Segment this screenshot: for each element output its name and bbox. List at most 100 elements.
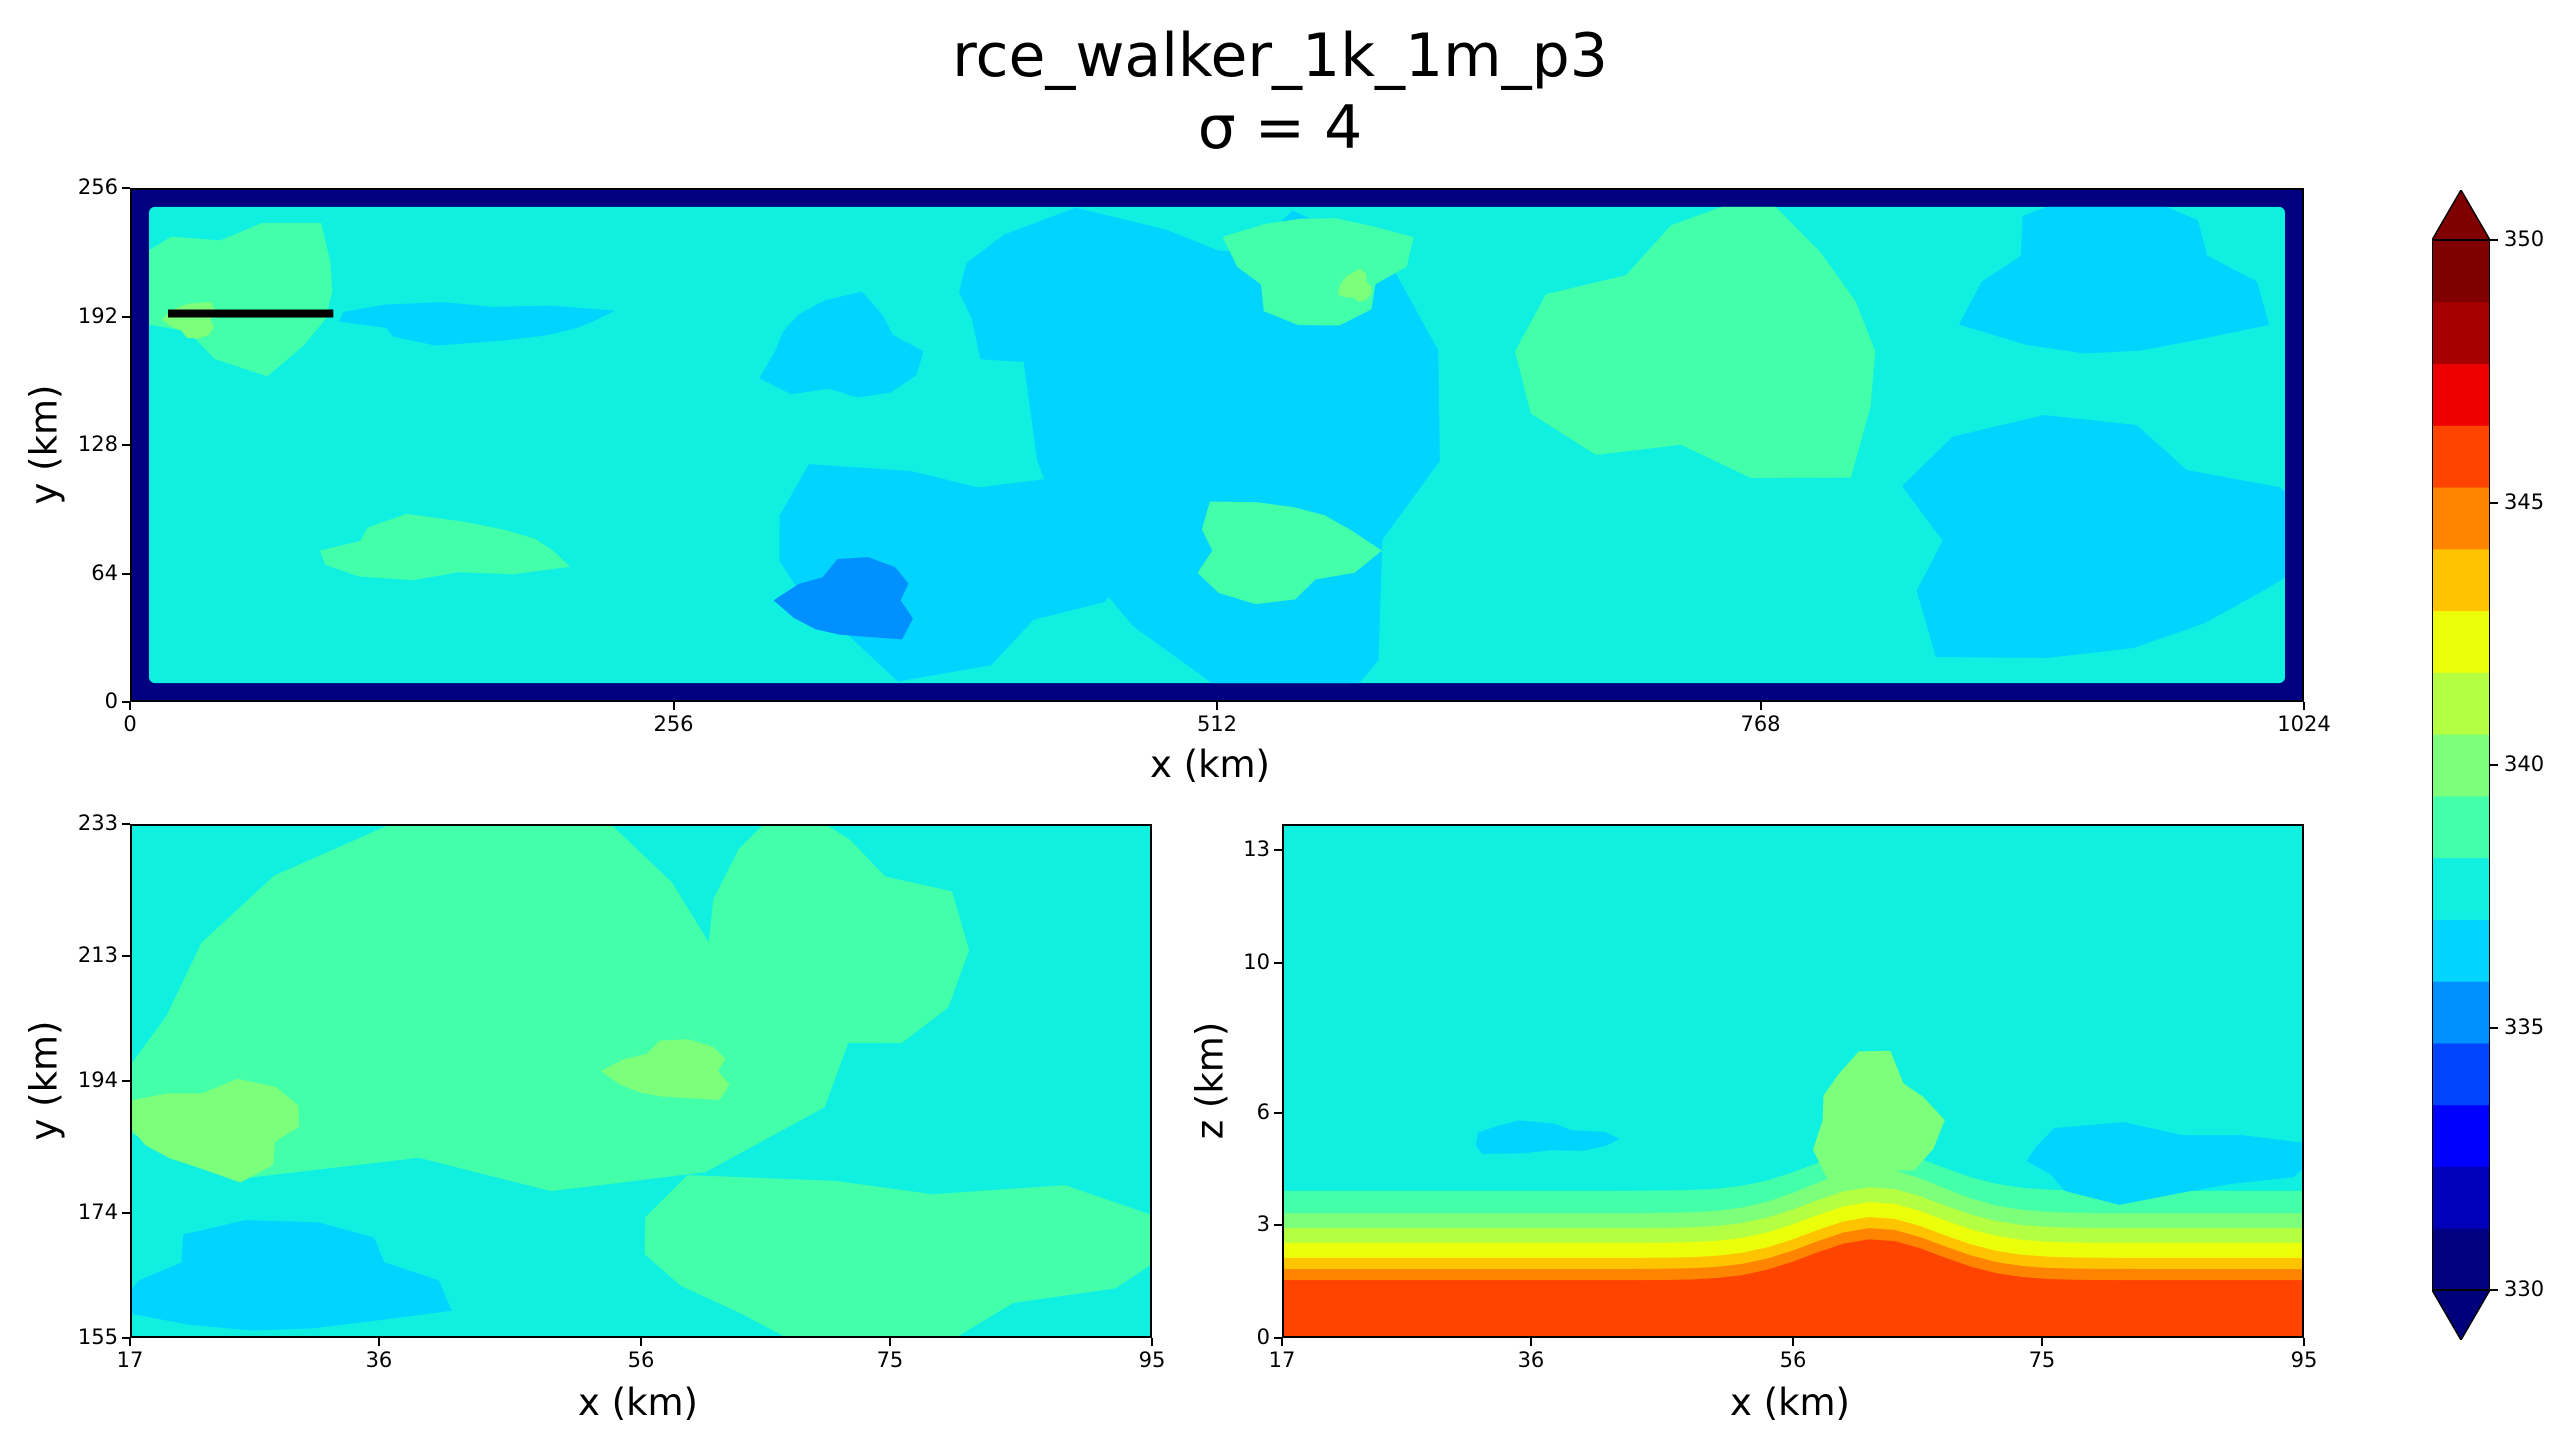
y-tick-label: 0	[1256, 1325, 1270, 1349]
top-map-xlabel: x (km)	[1150, 743, 1270, 786]
colorbar-swatch	[2432, 610, 2490, 673]
colorbar-swatch	[2432, 1042, 2490, 1106]
colorbar-tick-mark	[2490, 764, 2498, 766]
x-tick-label: 36	[365, 1348, 393, 1372]
x-tick-mark	[1281, 1338, 1283, 1346]
contour-region	[132, 826, 859, 1192]
contour-regions	[132, 826, 1150, 1336]
y-tick-label: 13	[1243, 837, 1270, 862]
x-tick-mark	[640, 1338, 642, 1346]
contour-region	[708, 826, 970, 1083]
x-tick-label: 512	[1196, 712, 1238, 736]
colorbar-swatch	[2432, 301, 2490, 365]
y-tick-mark	[122, 954, 130, 957]
colorbar-swatch	[2432, 1166, 2490, 1229]
y-tick-mark	[122, 315, 130, 318]
figure-subtitle: σ = 4	[1197, 93, 1363, 163]
contour-region	[132, 1220, 452, 1331]
x-tick-label: 95	[1138, 1348, 1166, 1372]
contour-region	[1902, 415, 2286, 659]
y-tick-label: 213	[77, 942, 118, 967]
y-tick-mark	[122, 1080, 130, 1082]
y-tick-label: 194	[77, 1068, 118, 1092]
x-tick-mark	[129, 1338, 131, 1346]
y-tick-mark	[122, 444, 130, 446]
colorbar-tick-label: 340	[2504, 752, 2545, 776]
x-tick-label: 75	[2028, 1348, 2056, 1372]
colorbar-tick-label: 345	[2504, 489, 2545, 514]
y-tick-label: 6	[1256, 1099, 1270, 1124]
colorbar-under-arrow	[2432, 1289, 2490, 1340]
x-tick-mark	[1759, 702, 1762, 710]
xs-upper-layer	[1284, 826, 2302, 1098]
y-tick-mark	[1274, 1337, 1282, 1339]
x-tick-mark	[129, 702, 131, 710]
y-tick-label: 233	[77, 811, 118, 835]
colorbar-swatch	[2432, 1228, 2490, 1291]
colorbar-tick-mark	[2490, 501, 2498, 504]
colorbar-swatch	[2432, 487, 2490, 550]
x-tick-label: 75	[876, 1348, 904, 1372]
top-map-ylabel: y (km)	[22, 384, 66, 505]
contour-region	[338, 302, 616, 346]
cross-section-ylabel: z (km)	[1188, 1021, 1232, 1140]
y-tick-mark	[1274, 1111, 1282, 1114]
x-tick-label: 17	[1268, 1348, 1296, 1372]
xs-core	[1475, 1120, 1620, 1154]
contour-region	[1337, 268, 1372, 303]
y-tick-label: 0	[104, 689, 118, 713]
x-tick-label: 768	[1740, 712, 1781, 736]
y-tick-mark	[122, 701, 130, 703]
contour-region	[644, 1175, 1150, 1336]
colorbar	[2432, 190, 2490, 1340]
zoom-map-ylabel: y (km)	[22, 1020, 66, 1141]
colorbar-tick-mark	[2490, 239, 2498, 241]
colorbar-tick-label: 330	[2504, 1277, 2545, 1301]
y-tick-label: 128	[77, 432, 118, 456]
figure-title: rce_walker_1k_1m_p3	[952, 21, 1608, 91]
y-tick-label: 174	[77, 1199, 118, 1224]
y-tick-mark	[1274, 849, 1282, 852]
y-tick-label: 192	[77, 303, 118, 328]
x-tick-label: 95	[2290, 1348, 2318, 1372]
colorbar-swatch	[2432, 981, 2490, 1044]
colorbar-swatch	[2432, 240, 2490, 303]
contour-region	[773, 557, 913, 640]
zoom-map-xlabel: x (km)	[578, 1381, 698, 1424]
x-tick-label: 1024	[2277, 712, 2331, 736]
x-tick-mark	[2303, 702, 2305, 710]
x-tick-label: 56	[627, 1348, 655, 1372]
colorbar-swatch	[2432, 548, 2490, 612]
colorbar-tick-mark	[2490, 1289, 2498, 1291]
x-tick-mark	[1151, 1338, 1153, 1346]
contour-region	[132, 1078, 300, 1183]
colorbar-swatch	[2432, 734, 2490, 797]
zoom-map-panel	[130, 824, 1152, 1338]
x-tick-mark	[672, 702, 675, 710]
colorbar-swatch	[2432, 857, 2490, 920]
colorbar-tick-label: 335	[2504, 1014, 2545, 1039]
y-tick-mark	[1274, 961, 1282, 964]
x-tick-mark	[888, 1338, 891, 1346]
contour-region	[600, 1039, 730, 1100]
y-tick-label: 3	[1256, 1212, 1270, 1237]
x-tick-mark	[2303, 1338, 2305, 1346]
colorbar-over-arrow	[2432, 190, 2490, 241]
contour-regions	[148, 206, 2286, 684]
y-tick-label: 155	[77, 1325, 118, 1349]
x-tick-mark	[1529, 1338, 1532, 1346]
x-tick-label: 256	[653, 712, 694, 736]
colorbar-swatch	[2432, 363, 2490, 426]
x-tick-mark	[377, 1338, 380, 1346]
x-tick-label: 56	[1779, 1348, 1807, 1372]
xs-column	[1812, 1050, 1945, 1180]
cross-section-xlabel: x (km)	[1730, 1381, 1850, 1424]
y-tick-mark	[1274, 1224, 1282, 1227]
contour-region	[1197, 501, 1382, 605]
colorbar-swatch	[2432, 1104, 2490, 1167]
colorbar-tick-label: 350	[2504, 227, 2545, 251]
x-tick-label: 17	[116, 1348, 144, 1372]
xs-lower-layer	[1284, 1239, 2302, 1336]
contour-region	[1515, 206, 1876, 478]
x-tick-mark	[1216, 702, 1218, 710]
